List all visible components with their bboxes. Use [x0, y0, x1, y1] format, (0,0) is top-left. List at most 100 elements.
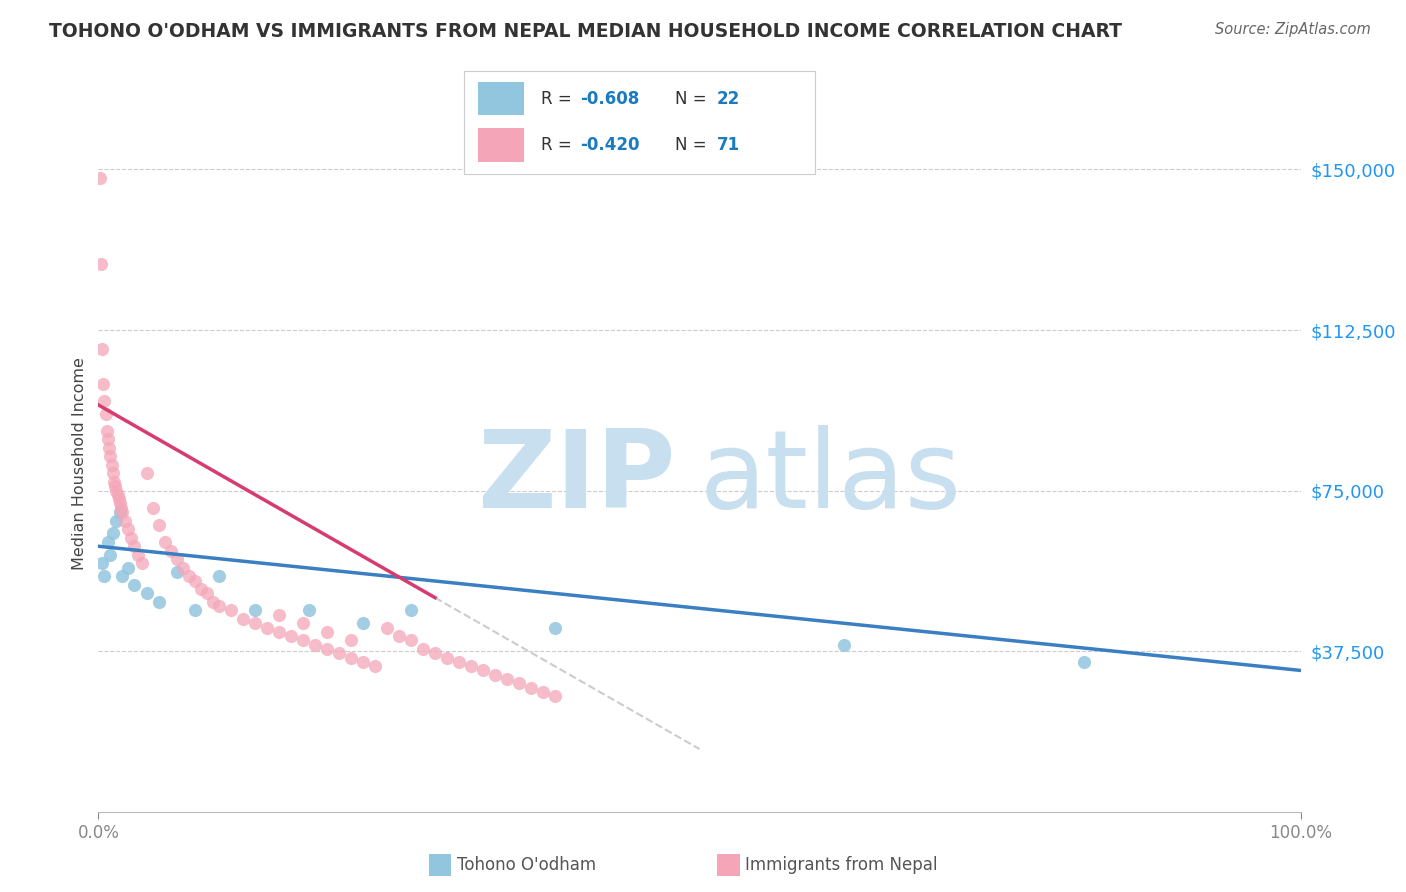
- Point: [544, 621, 567, 635]
- Point: [832, 638, 855, 652]
- Point: [352, 655, 374, 669]
- Point: [108, 505, 131, 519]
- Point: [153, 535, 176, 549]
- Point: [110, 500, 132, 515]
- Point: [352, 616, 374, 631]
- Point: [107, 488, 129, 502]
- Point: [399, 633, 422, 648]
- Point: [172, 560, 194, 574]
- Point: [399, 603, 422, 617]
- Bar: [478, 81, 524, 115]
- Point: [304, 638, 326, 652]
- Point: [472, 664, 495, 678]
- Text: Source: ZipAtlas.com: Source: ZipAtlas.com: [1215, 22, 1371, 37]
- Point: [91, 343, 114, 357]
- Point: [436, 650, 458, 665]
- Point: [267, 624, 290, 639]
- Point: [104, 479, 127, 493]
- Y-axis label: Median Household Income: Median Household Income: [72, 358, 87, 570]
- Point: [114, 514, 136, 528]
- Point: [148, 595, 170, 609]
- Point: [232, 612, 254, 626]
- Point: [484, 667, 506, 681]
- Point: [100, 450, 122, 464]
- Point: [101, 526, 124, 541]
- Point: [280, 629, 302, 643]
- Point: [131, 557, 153, 571]
- Point: [100, 458, 122, 472]
- Point: [159, 543, 181, 558]
- Point: [340, 650, 363, 665]
- Point: [89, 171, 111, 186]
- Point: [183, 603, 205, 617]
- Text: TOHONO O'ODHAM VS IMMIGRANTS FROM NEPAL MEDIAN HOUSEHOLD INCOME CORRELATION CHAR: TOHONO O'ODHAM VS IMMIGRANTS FROM NEPAL …: [49, 22, 1122, 41]
- Point: [166, 565, 188, 579]
- Point: [1073, 655, 1095, 669]
- Point: [141, 500, 163, 515]
- Point: [423, 646, 446, 660]
- Point: [177, 569, 200, 583]
- Text: 22: 22: [717, 89, 741, 108]
- Point: [291, 616, 314, 631]
- Point: [127, 548, 149, 562]
- Point: [100, 548, 122, 562]
- Point: [101, 467, 124, 481]
- Text: N =: N =: [675, 89, 711, 108]
- Point: [91, 376, 114, 391]
- Point: [243, 616, 266, 631]
- Point: [91, 557, 114, 571]
- Point: [267, 607, 290, 622]
- Point: [117, 560, 139, 574]
- Point: [135, 467, 157, 481]
- Point: [315, 624, 337, 639]
- Point: [96, 424, 118, 438]
- Point: [93, 569, 115, 583]
- Point: [388, 629, 411, 643]
- Point: [219, 603, 242, 617]
- Point: [111, 569, 134, 583]
- Text: ZIP: ZIP: [477, 425, 675, 531]
- Point: [375, 621, 398, 635]
- Point: [148, 517, 170, 532]
- Point: [97, 535, 120, 549]
- Point: [124, 578, 146, 592]
- Point: [208, 599, 231, 614]
- Point: [315, 642, 337, 657]
- Point: [340, 633, 363, 648]
- Point: [460, 659, 482, 673]
- Point: [508, 676, 530, 690]
- Text: N =: N =: [675, 136, 711, 153]
- Text: -0.608: -0.608: [581, 89, 640, 108]
- Point: [190, 582, 212, 596]
- Text: 71: 71: [717, 136, 740, 153]
- Text: -0.420: -0.420: [581, 136, 640, 153]
- Point: [98, 441, 121, 455]
- Point: [496, 672, 519, 686]
- Point: [94, 407, 117, 421]
- Point: [124, 539, 146, 553]
- Point: [291, 633, 314, 648]
- Point: [111, 505, 134, 519]
- Point: [135, 586, 157, 600]
- Text: R =: R =: [541, 89, 578, 108]
- Point: [447, 655, 470, 669]
- Bar: [478, 128, 524, 161]
- Point: [201, 595, 224, 609]
- Point: [97, 432, 120, 446]
- Point: [243, 603, 266, 617]
- Point: [520, 681, 543, 695]
- Point: [120, 531, 142, 545]
- Point: [183, 574, 205, 588]
- Point: [117, 522, 139, 536]
- Point: [208, 569, 231, 583]
- Point: [195, 586, 218, 600]
- Point: [256, 621, 278, 635]
- Point: [105, 514, 128, 528]
- Point: [166, 552, 188, 566]
- Point: [90, 257, 112, 271]
- Point: [108, 496, 131, 510]
- Text: atlas: atlas: [699, 425, 962, 531]
- Point: [108, 492, 131, 507]
- Text: Immigrants from Nepal: Immigrants from Nepal: [745, 856, 938, 874]
- Point: [544, 689, 567, 703]
